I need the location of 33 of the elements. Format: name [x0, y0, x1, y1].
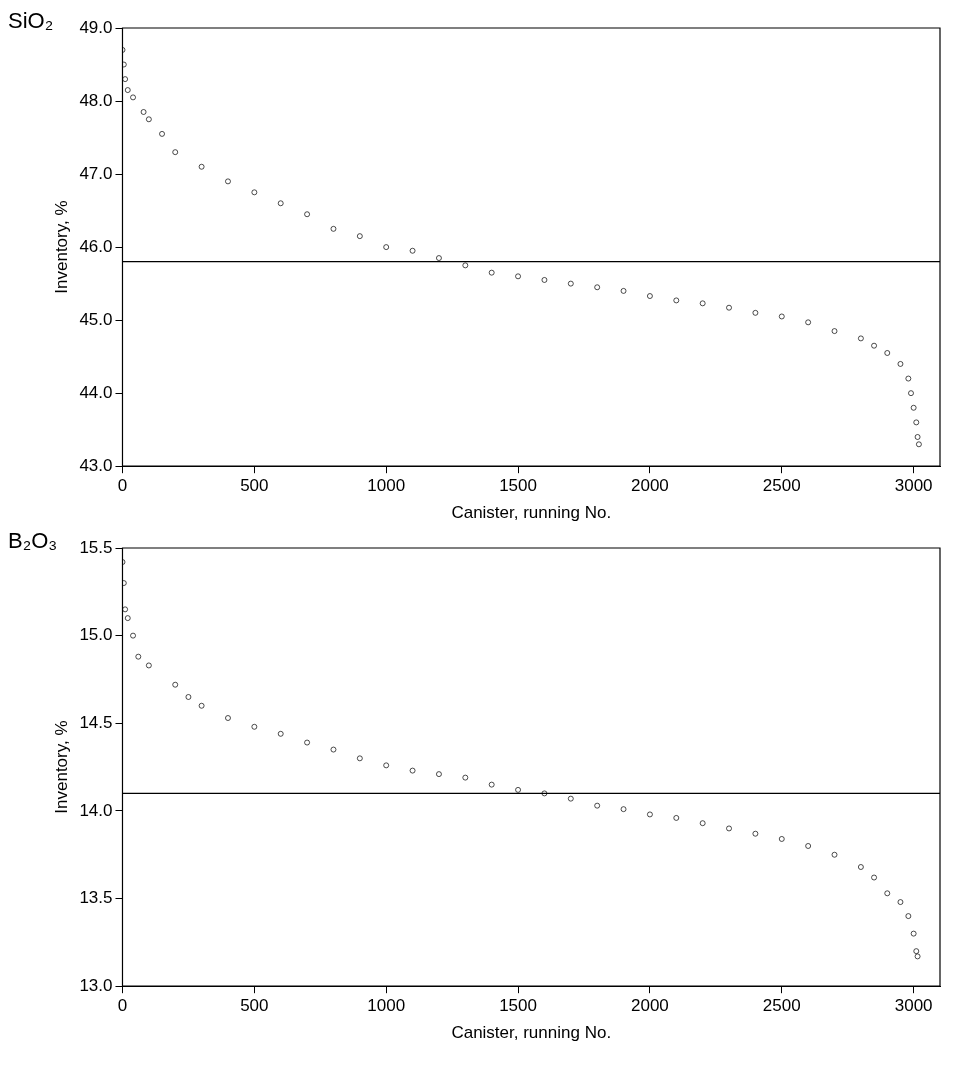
y-axis-title: Inventory, % — [51, 200, 71, 294]
y-tick-label: 46.0 — [79, 236, 113, 256]
y-tick-label: 48.0 — [79, 90, 113, 110]
chart-title: SiO₂ — [8, 8, 54, 34]
x-tick-label: 2000 — [631, 996, 669, 1016]
x-tick-label: 1000 — [367, 476, 406, 496]
y-tick-label: 13.0 — [79, 975, 113, 995]
x-tick-label: 1500 — [499, 476, 537, 496]
x-tick-label: 1000 — [367, 996, 406, 1016]
x-tick-label: 0 — [117, 476, 128, 496]
x-tick-label: 3000 — [894, 996, 933, 1016]
y-tick-label: 44.0 — [79, 382, 113, 402]
x-axis-title: Canister, running No. — [451, 1023, 612, 1043]
y-tick-label: 14.5 — [79, 712, 113, 732]
y-tick-label: 45.0 — [79, 309, 113, 329]
y-tick-label: 15.0 — [79, 625, 113, 645]
x-tick-label: 500 — [240, 996, 269, 1016]
y-tick-label: 49.0 — [79, 17, 113, 37]
y-axis-title: Inventory, % — [51, 720, 71, 814]
y-tick-label: 47.0 — [79, 163, 113, 183]
x-tick-label: 3000 — [894, 476, 933, 496]
chart-title: B₂O₃ — [8, 528, 58, 554]
x-tick-label: 2000 — [631, 476, 669, 496]
y-tick-label: 14.0 — [79, 800, 113, 820]
y-tick-label: 43.0 — [79, 455, 113, 475]
x-axis-title: Canister, running No. — [451, 503, 612, 523]
y-tick-label: 15.5 — [79, 537, 113, 557]
x-tick-label: 500 — [240, 476, 269, 496]
y-tick-label: 13.5 — [79, 888, 113, 908]
x-tick-label: 1500 — [499, 996, 537, 1016]
x-tick-label: 2500 — [762, 996, 801, 1016]
x-tick-label: 0 — [117, 996, 128, 1016]
x-tick-label: 2500 — [762, 476, 801, 496]
